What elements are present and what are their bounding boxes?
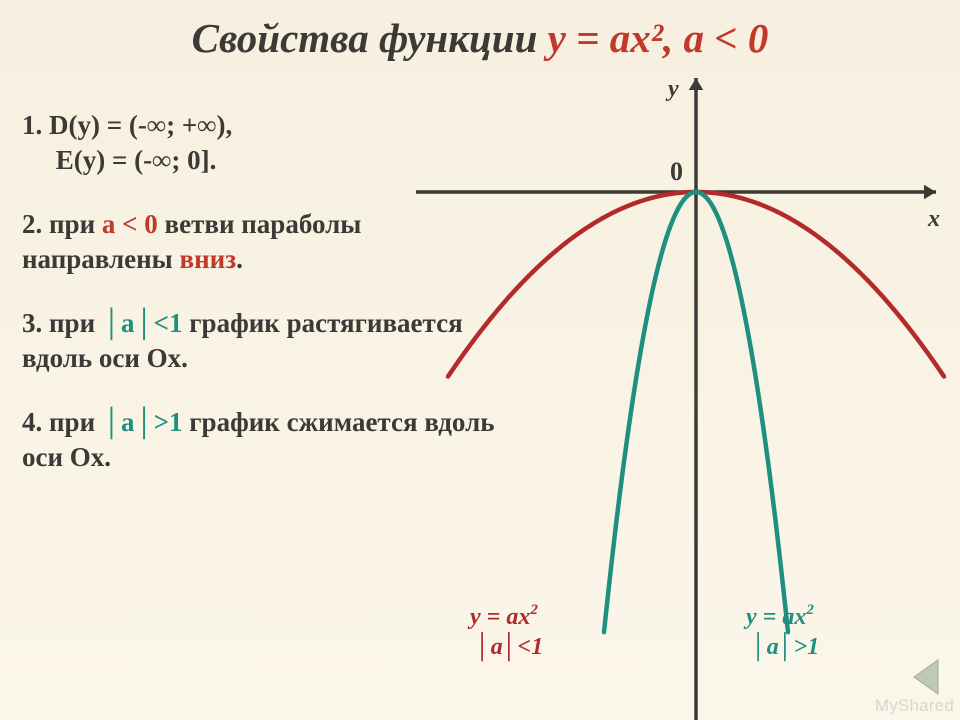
bullet-3: 3. при │а│<1 график растягивается вдоль …	[22, 306, 502, 375]
x-axis-label: х	[927, 206, 940, 232]
b3-cond: │а│<1	[102, 308, 183, 338]
slide: Свойства функции y = ах², а < 0 1. D(y) …	[0, 0, 960, 720]
title-formula: y = ах², а < 0	[548, 15, 769, 61]
parabola-wide-label-line2: │а│<1	[476, 632, 543, 662]
parabola-wide-label-line1: у = ах2	[467, 602, 538, 630]
chart-svg: ух0у = ах2│а│<1у = ах2│а│>1	[446, 72, 946, 692]
b4-cond: │а│>1	[102, 407, 183, 437]
b1-line1: 1. D(y) = (-∞; +∞),	[22, 110, 232, 140]
chart-area: ух0у = ах2│а│<1у = ах2│а│>1	[446, 72, 946, 692]
parabola-narrow-label-line2: │а│>1	[752, 632, 819, 662]
b2-d: .	[236, 244, 243, 274]
nav-prev-icon	[908, 656, 950, 698]
watermark: MyShared	[875, 696, 954, 716]
x-axis-arrow-icon	[924, 185, 936, 199]
bullet-1: 1. D(y) = (-∞; +∞), E(y) = (-∞; 0].	[22, 108, 502, 177]
b2-c: вниз	[180, 244, 237, 274]
y-axis-label: у	[665, 76, 679, 102]
b1-line2: E(y) = (-∞; 0].	[56, 145, 217, 175]
b3-a: 3. при	[22, 308, 102, 338]
parabola-narrow-label-line1: у = ах2	[743, 602, 814, 630]
bullet-4: 4. при │а│>1 график сжимается вдоль оси …	[22, 405, 502, 474]
b2-a: 2. при	[22, 209, 102, 239]
bullet-2: 2. при а < 0 ветви параболы направлены в…	[22, 207, 502, 276]
b4-a: 4. при	[22, 407, 102, 437]
b2-cond: а < 0	[102, 209, 158, 239]
nav-prev-button[interactable]	[908, 656, 950, 698]
slide-title: Свойства функции y = ах², а < 0	[0, 14, 960, 62]
title-prefix: Свойства функции	[192, 15, 548, 61]
origin-label: 0	[670, 157, 683, 186]
y-axis-arrow-icon	[689, 78, 703, 90]
bullets-block: 1. D(y) = (-∞; +∞), E(y) = (-∞; 0]. 2. п…	[22, 108, 502, 504]
